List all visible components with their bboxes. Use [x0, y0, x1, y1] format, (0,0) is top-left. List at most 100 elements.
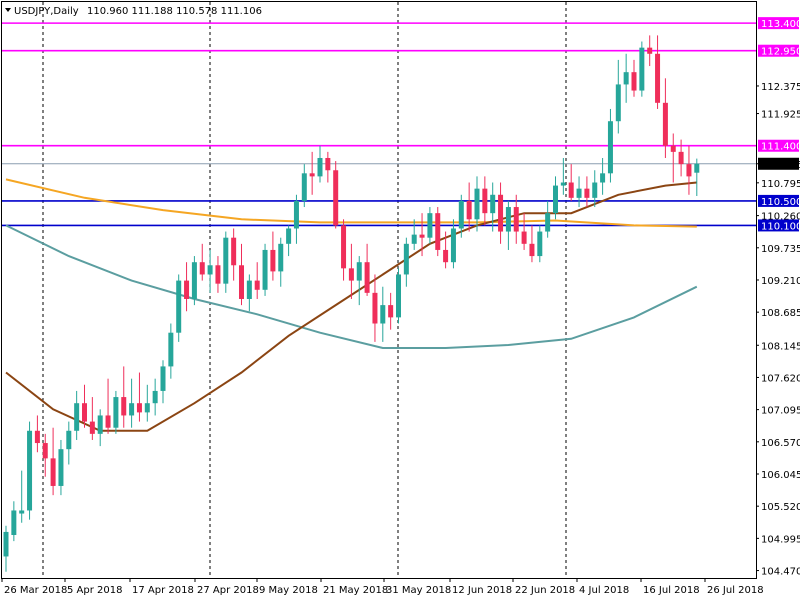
- price-tick-label: 104.995: [761, 534, 800, 545]
- candle-body: [615, 84, 621, 122]
- candle-body: [105, 415, 111, 428]
- candle-body: [136, 403, 142, 413]
- price-tick-label: 110.795: [761, 179, 800, 190]
- time-tick-label: 12 Jun 2018: [452, 585, 512, 596]
- moving-average-line: [5, 178, 697, 228]
- ohlc-values: 110.960 111.188 110.578 111.106: [87, 6, 262, 17]
- candle-body: [545, 213, 551, 232]
- candle-body: [513, 207, 519, 232]
- candle-body: [584, 188, 590, 198]
- candle-body: [74, 403, 80, 431]
- candle-body: [129, 403, 135, 416]
- candle-body: [380, 305, 386, 324]
- candle-body: [443, 249, 449, 263]
- level-label-bg: [758, 17, 799, 30]
- candle-body: [144, 403, 150, 413]
- price-tick-label: 106.570: [761, 438, 800, 449]
- price-tick-label: 106.045: [761, 470, 800, 481]
- candle-body: [592, 182, 598, 198]
- candle-body: [121, 397, 127, 416]
- candle-body: [262, 249, 268, 290]
- candle-body: [184, 280, 190, 299]
- candle-body: [176, 280, 182, 333]
- price-tick-label: 105.520: [761, 502, 800, 513]
- candle-body: [482, 188, 488, 214]
- candle-body: [11, 510, 17, 535]
- time-tick-label: 4 Jul 2018: [579, 585, 629, 596]
- candle-body: [160, 366, 166, 391]
- price-tick-label: 107.095: [761, 406, 800, 417]
- candle-body: [254, 280, 260, 290]
- level-label-bg: [758, 194, 799, 207]
- price-tick-label: 108.685: [761, 308, 800, 319]
- candle-body: [474, 188, 480, 220]
- candle-body: [27, 430, 33, 511]
- candle-body: [34, 430, 40, 444]
- candle-body: [19, 510, 25, 514]
- candle-body: [576, 188, 582, 198]
- price-tick-label: 107.620: [761, 373, 800, 384]
- current-price-bg: [758, 157, 799, 170]
- candle-body: [568, 182, 574, 198]
- candle-body: [631, 72, 637, 91]
- price-axis: 113.400 112.950 111.400 110.500 110.100 112.3…: [756, 17, 800, 578]
- candle-body: [639, 47, 645, 91]
- candle-body: [458, 200, 464, 229]
- time-tick-label: 5 Apr 2018: [67, 585, 122, 596]
- candle-body: [199, 262, 205, 275]
- candle-body: [403, 243, 409, 275]
- candle-body: [270, 249, 276, 272]
- candle-body: [498, 194, 504, 232]
- candle-body: [435, 213, 441, 250]
- candle-body: [278, 243, 284, 272]
- candle-body: [333, 170, 339, 226]
- candle-body: [364, 262, 370, 293]
- candle-body: [82, 403, 87, 422]
- candle-body: [427, 213, 433, 238]
- candle-body: [388, 305, 394, 318]
- time-tick-label: 21 May 2018: [323, 585, 388, 596]
- candle-body: [396, 274, 401, 318]
- price-tick-label: 108.145: [761, 341, 800, 352]
- time-axis: 26 Mar 2018 5 Apr 2018 17 Apr 2018 27 Apr 2…: [1, 578, 764, 596]
- candle-body: [348, 268, 354, 281]
- candle-body: [168, 332, 174, 367]
- candle-body: [411, 234, 417, 244]
- candle-body: [309, 173, 315, 177]
- time-tick-label: 31 May 2018: [386, 585, 451, 596]
- candle-body: [317, 157, 323, 177]
- time-tick-label: 16 Jul 2018: [643, 585, 700, 596]
- dropdown-icon[interactable]: [5, 8, 11, 12]
- candle-body: [89, 421, 95, 434]
- level-label-bg: [758, 219, 799, 232]
- level-label-bg: [758, 44, 799, 57]
- price-tick-label: 104.470: [761, 567, 800, 578]
- time-tick-label: 22 Jun 2018: [515, 585, 575, 596]
- level-label: 111.400: [761, 142, 800, 153]
- candle-body: [58, 449, 64, 486]
- candle-body: [607, 121, 613, 174]
- candle-body: [66, 430, 72, 450]
- chart-header: USDJPY,Daily 110.960 111.188 110.578 111…: [5, 6, 262, 17]
- level-label: 110.500: [761, 197, 800, 208]
- chart-frame: [1, 1, 757, 579]
- candle-body: [152, 390, 158, 404]
- candle-body: [325, 157, 331, 171]
- candle-body: [553, 185, 558, 214]
- candle-body: [662, 102, 668, 146]
- candle-body: [301, 173, 307, 201]
- candle-body: [694, 163, 700, 173]
- candle-body: [560, 182, 566, 186]
- candle-body: [286, 228, 292, 244]
- candle-body: [356, 262, 362, 281]
- level-label: 113.400: [761, 19, 800, 30]
- candle-body: [42, 443, 48, 459]
- symbol-label: USDJPY,Daily: [14, 6, 79, 17]
- candle-body: [450, 228, 456, 263]
- price-tick-label: 109.735: [761, 244, 800, 255]
- candle-body: [686, 164, 692, 177]
- candle-body: [655, 53, 661, 103]
- level-label: 110.100: [761, 221, 800, 232]
- candle-body: [466, 200, 472, 220]
